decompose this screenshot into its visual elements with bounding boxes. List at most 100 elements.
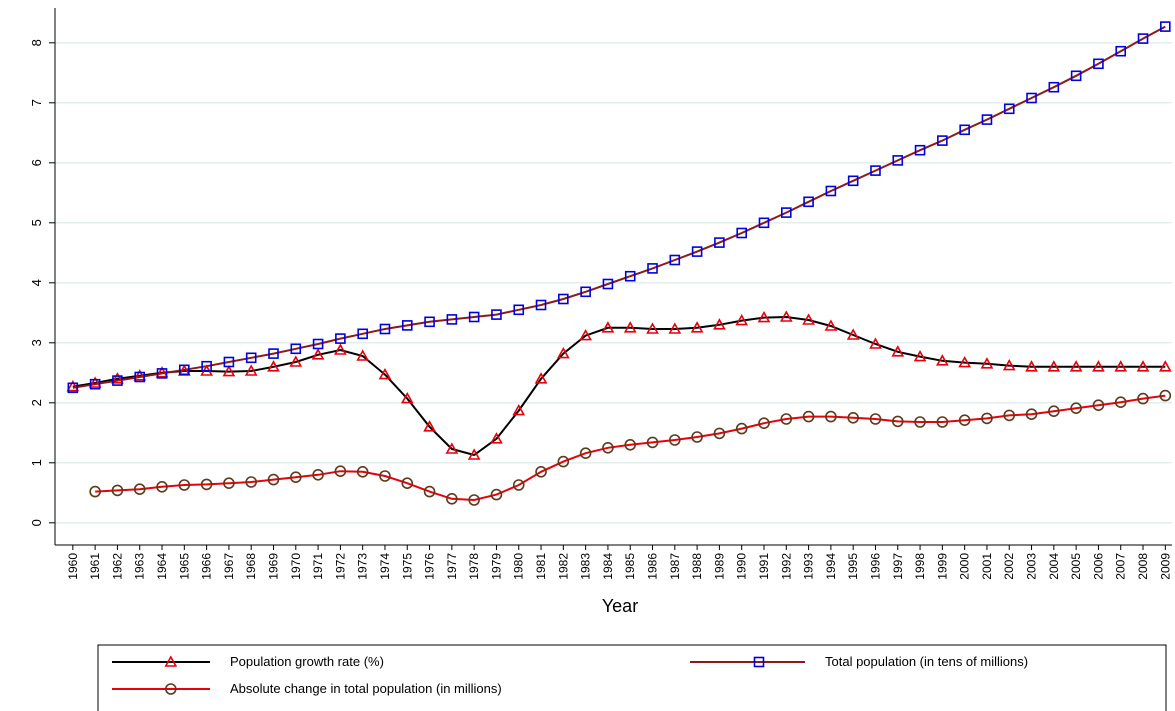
marker [1070, 70, 1082, 82]
marker [959, 124, 970, 136]
y-tick-label: 0 [29, 519, 44, 526]
marker [736, 227, 747, 239]
marker [289, 471, 302, 484]
x-tick-label: 1979 [489, 553, 503, 580]
legend-label: Total population (in tens of millions) [825, 654, 1028, 669]
marker [89, 485, 101, 498]
marker [558, 293, 569, 305]
marker [245, 352, 257, 364]
x-tick-label: 2002 [1002, 553, 1016, 580]
marker [913, 349, 927, 362]
marker [357, 328, 368, 340]
marker [268, 348, 279, 359]
marker [155, 366, 169, 378]
marker [646, 322, 659, 334]
marker [937, 135, 948, 146]
marker [490, 432, 503, 444]
marker [200, 478, 213, 491]
marker [981, 114, 993, 125]
x-tick-label: 1994 [824, 553, 838, 580]
marker [935, 354, 949, 366]
x-tick-label: 1977 [445, 553, 459, 580]
marker [757, 310, 771, 323]
x-tick-label: 1990 [735, 553, 749, 580]
marker [779, 310, 793, 322]
marker [936, 416, 949, 428]
marker [1003, 409, 1016, 422]
marker [1092, 399, 1105, 412]
marker [512, 479, 525, 491]
marker [1114, 396, 1127, 409]
marker [669, 254, 681, 266]
marker [980, 357, 994, 369]
marker [311, 348, 325, 360]
marker [334, 465, 347, 478]
marker [1093, 58, 1104, 70]
x-tick-label: 2001 [980, 553, 994, 580]
marker [290, 343, 302, 355]
x-tick-label: 2000 [958, 553, 972, 580]
marker [802, 313, 815, 325]
x-tick-label: 2006 [1091, 553, 1105, 580]
marker [1025, 408, 1038, 421]
marker [780, 207, 792, 218]
marker [535, 299, 547, 311]
marker [624, 438, 637, 451]
marker [1115, 45, 1127, 57]
marker [490, 488, 503, 501]
x-tick-label: 2004 [1047, 553, 1061, 580]
x-tick-label: 1989 [712, 553, 726, 580]
marker [133, 483, 146, 496]
x-tick-label: 1997 [891, 553, 905, 580]
x-tick-label: 1967 [222, 553, 236, 580]
legend-label: Absolute change in total population (in … [230, 681, 502, 696]
marker [1092, 360, 1105, 372]
marker [825, 185, 837, 197]
x-tick-label: 1964 [155, 553, 169, 580]
x-tick-label: 1969 [266, 553, 280, 580]
x-tick-label: 1996 [868, 553, 882, 580]
marker [753, 656, 765, 668]
marker [334, 343, 347, 355]
marker [914, 416, 926, 428]
marker [691, 431, 703, 443]
marker [1160, 21, 1171, 32]
marker [535, 465, 547, 478]
marker [870, 165, 881, 176]
series-line [95, 394, 1166, 502]
marker [601, 321, 615, 333]
marker [1136, 360, 1150, 372]
marker [713, 318, 726, 330]
marker [623, 321, 637, 333]
marker [423, 485, 436, 498]
marker [401, 320, 413, 331]
marker [534, 372, 548, 384]
marker [1159, 389, 1172, 402]
marker [580, 286, 591, 298]
marker [602, 278, 614, 290]
marker [713, 427, 726, 440]
marker [1069, 360, 1083, 372]
marker [758, 217, 770, 229]
marker [312, 468, 324, 481]
marker [556, 346, 570, 359]
marker [112, 375, 123, 386]
marker [423, 420, 436, 432]
marker [735, 422, 748, 435]
marker [579, 328, 592, 341]
marker [869, 413, 882, 425]
marker [846, 328, 860, 340]
x-tick-label: 2009 [1158, 553, 1172, 580]
marker [914, 144, 926, 156]
x-tick-label: 1984 [601, 553, 615, 580]
x-tick-label: 1991 [757, 553, 771, 580]
marker [602, 441, 614, 454]
marker [156, 480, 168, 493]
x-tick-label: 1974 [378, 553, 392, 580]
marker [690, 321, 704, 333]
marker [267, 473, 280, 486]
marker [491, 309, 502, 320]
legend-box [97, 644, 1167, 711]
marker [1070, 402, 1082, 415]
